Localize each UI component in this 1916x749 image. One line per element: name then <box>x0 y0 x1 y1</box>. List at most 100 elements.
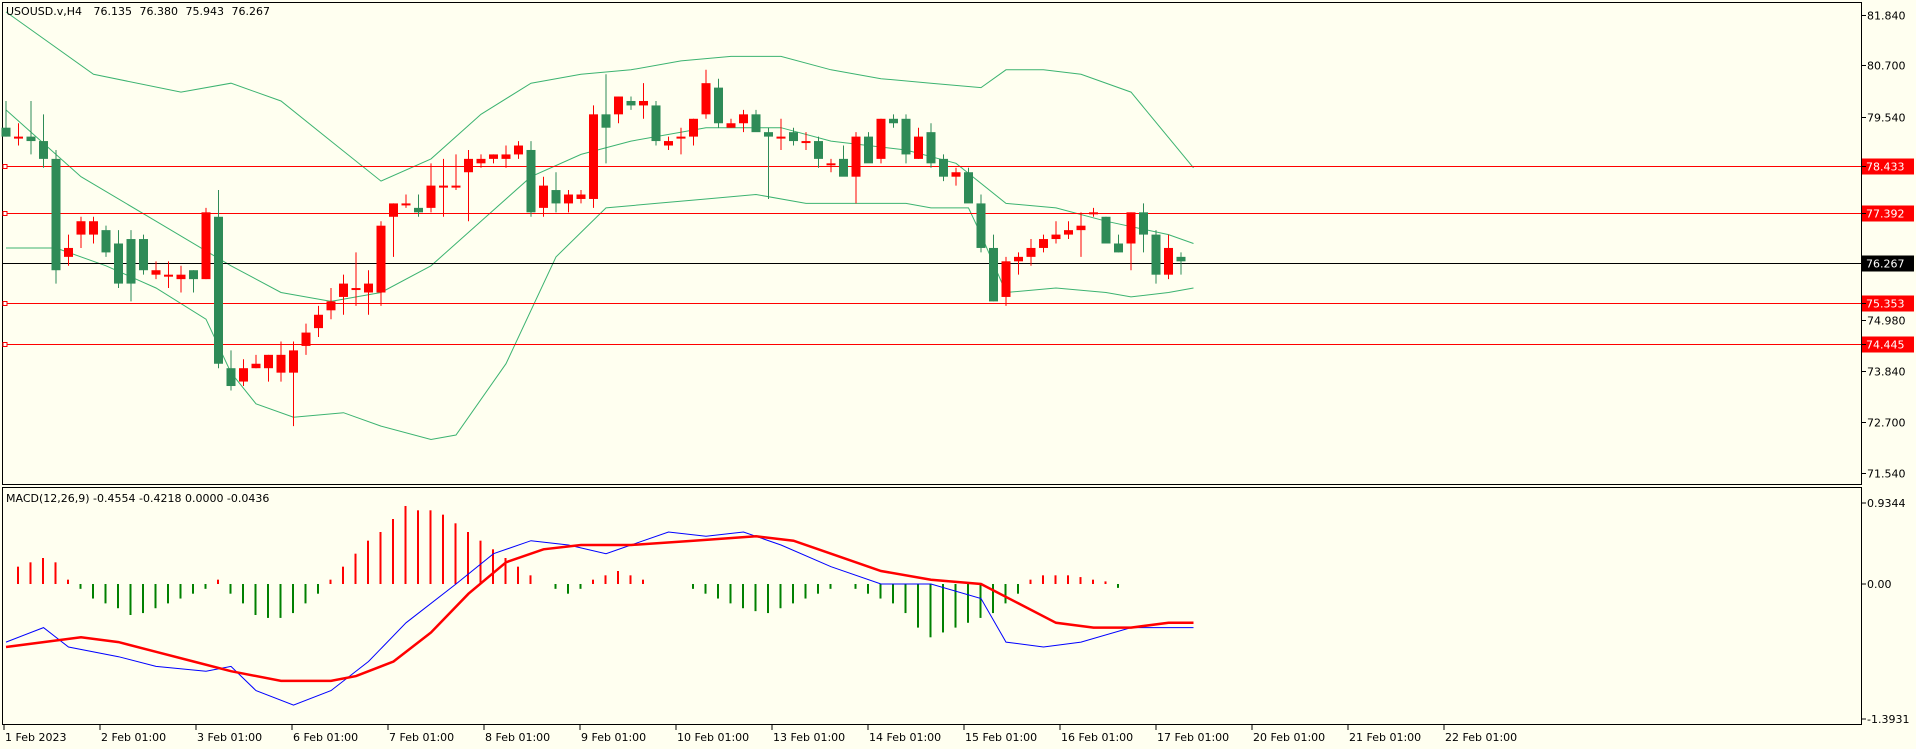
price-level-value: 74.445 <box>1866 339 1905 352</box>
close-value: 76.267 <box>231 5 270 18</box>
candle-bear <box>189 270 198 280</box>
candle-bull <box>476 158 486 164</box>
macd-tick-label: 0.9344 <box>1867 497 1906 510</box>
candle-bull <box>576 194 586 199</box>
candle-bull <box>614 96 623 115</box>
candle-bull <box>251 363 261 369</box>
high-value: 76.380 <box>139 5 178 18</box>
candle-bull <box>451 185 461 188</box>
price-tick-label: 80.700 <box>1867 60 1906 73</box>
candle-bear <box>1176 256 1186 262</box>
candle-bull <box>401 203 411 206</box>
candle-bull <box>1001 261 1011 297</box>
candle-bear <box>964 172 973 204</box>
open-value: 76.135 <box>93 5 132 18</box>
time-tick-label: 7 Feb 01:00 <box>389 731 454 744</box>
time-tick-label: 15 Feb 01:00 <box>965 731 1037 744</box>
candle-bull <box>639 100 648 106</box>
candle-bull <box>464 158 473 173</box>
candle-bull <box>176 274 186 280</box>
time-tick-label: 21 Feb 01:00 <box>1349 731 1421 744</box>
time-tick-label: 1 Feb 2023 <box>5 731 66 744</box>
symbol-header: USOUSD.v,H4 76.135 76.380 75.943 76.267 <box>6 5 270 18</box>
level-anchor-handle[interactable] <box>2 301 8 306</box>
price-level-value: 77.392 <box>1866 208 1905 221</box>
price-level-value: 76.267 <box>1866 258 1905 271</box>
candle-bull <box>701 83 711 115</box>
candle-bull <box>914 136 923 159</box>
price-level-tag <box>1862 158 1914 175</box>
time-tick-label: 6 Feb 01:00 <box>293 731 358 744</box>
candle-bear <box>926 132 936 164</box>
candle-bull <box>264 354 273 369</box>
level-anchor-handle[interactable] <box>2 342 8 347</box>
candle-bear <box>764 132 773 137</box>
macd-panel[interactable] <box>2 487 1862 725</box>
candle-bear <box>51 158 61 271</box>
price-tick-label: 73.840 <box>1867 366 1906 379</box>
price-level-tag <box>1862 205 1914 222</box>
candle-bear <box>214 216 223 364</box>
candle-bull <box>64 247 73 257</box>
time-tick-label: 9 Feb 01:00 <box>581 731 646 744</box>
candle-bull <box>239 368 248 382</box>
candle-bull <box>426 185 436 208</box>
horizontal-levels[interactable]: 78.433 77.392 75.353 74.445 76.267 <box>2 158 1914 353</box>
candle-bull <box>739 114 748 124</box>
candle-bear <box>939 158 948 177</box>
candle-bear <box>126 239 136 284</box>
candle-bull <box>1026 247 1036 257</box>
candle-bear <box>839 158 848 177</box>
macd-signal-line <box>5 535 1194 683</box>
time-tick-label: 20 Feb 01:00 <box>1253 731 1325 744</box>
candle-bull <box>389 203 398 217</box>
candle-bull <box>951 172 961 177</box>
price-panel[interactable] <box>2 2 1862 485</box>
candle-bull <box>151 270 161 275</box>
candle-bear <box>139 239 148 271</box>
candle-bull <box>501 154 511 159</box>
price-tick-label: 72.700 <box>1867 417 1906 430</box>
candle-bull <box>76 221 86 235</box>
macd-line <box>5 531 1194 706</box>
candle-bear <box>414 207 423 213</box>
candle-bear <box>889 118 898 124</box>
axes: 81.840 80.700 79.540 74.980 73.840 72.700 71.5… <box>3 10 1909 744</box>
level-anchor-handle[interactable] <box>2 164 8 169</box>
candle-bull <box>776 136 786 139</box>
candle-bull <box>89 221 98 235</box>
candle-bull <box>314 314 323 329</box>
candle-bull <box>439 185 448 188</box>
candle-bear <box>976 203 986 248</box>
macd-tick-label: -1.3931 <box>1867 713 1909 726</box>
price-level-tag <box>1862 336 1914 353</box>
candle-bull <box>164 274 173 277</box>
candle-bull <box>589 114 598 199</box>
candle-bear <box>1101 216 1111 244</box>
macd-indicator <box>5 505 1194 706</box>
low-value: 75.943 <box>185 5 224 18</box>
candle-bull <box>514 145 523 155</box>
price-tick-label: 71.540 <box>1867 468 1906 481</box>
candle-bull <box>1164 247 1173 275</box>
candle-bull <box>351 288 361 291</box>
macd-label: MACD(12,26,9) -0.4554 -0.4218 0.0000 -0.… <box>6 492 269 505</box>
candle-bear <box>626 100 636 106</box>
price-level-value: 75.353 <box>1866 298 1905 311</box>
candle-bull <box>801 141 811 144</box>
candle-bear <box>114 243 123 284</box>
candle-bear <box>39 141 48 159</box>
candle-bull <box>826 163 836 166</box>
candle-bull <box>539 185 548 208</box>
time-tick-label: 13 Feb 01:00 <box>773 731 845 744</box>
candle-bull <box>376 225 386 293</box>
time-tick-label: 14 Feb 01:00 <box>869 731 941 744</box>
candle-bull <box>201 212 211 280</box>
candle-bull <box>876 118 886 159</box>
candle-bear <box>101 230 111 253</box>
level-anchor-handle[interactable] <box>2 211 8 216</box>
candle-bull <box>1126 212 1136 244</box>
time-tick-label: 10 Feb 01:00 <box>677 731 749 744</box>
candle-bear <box>1114 243 1123 253</box>
